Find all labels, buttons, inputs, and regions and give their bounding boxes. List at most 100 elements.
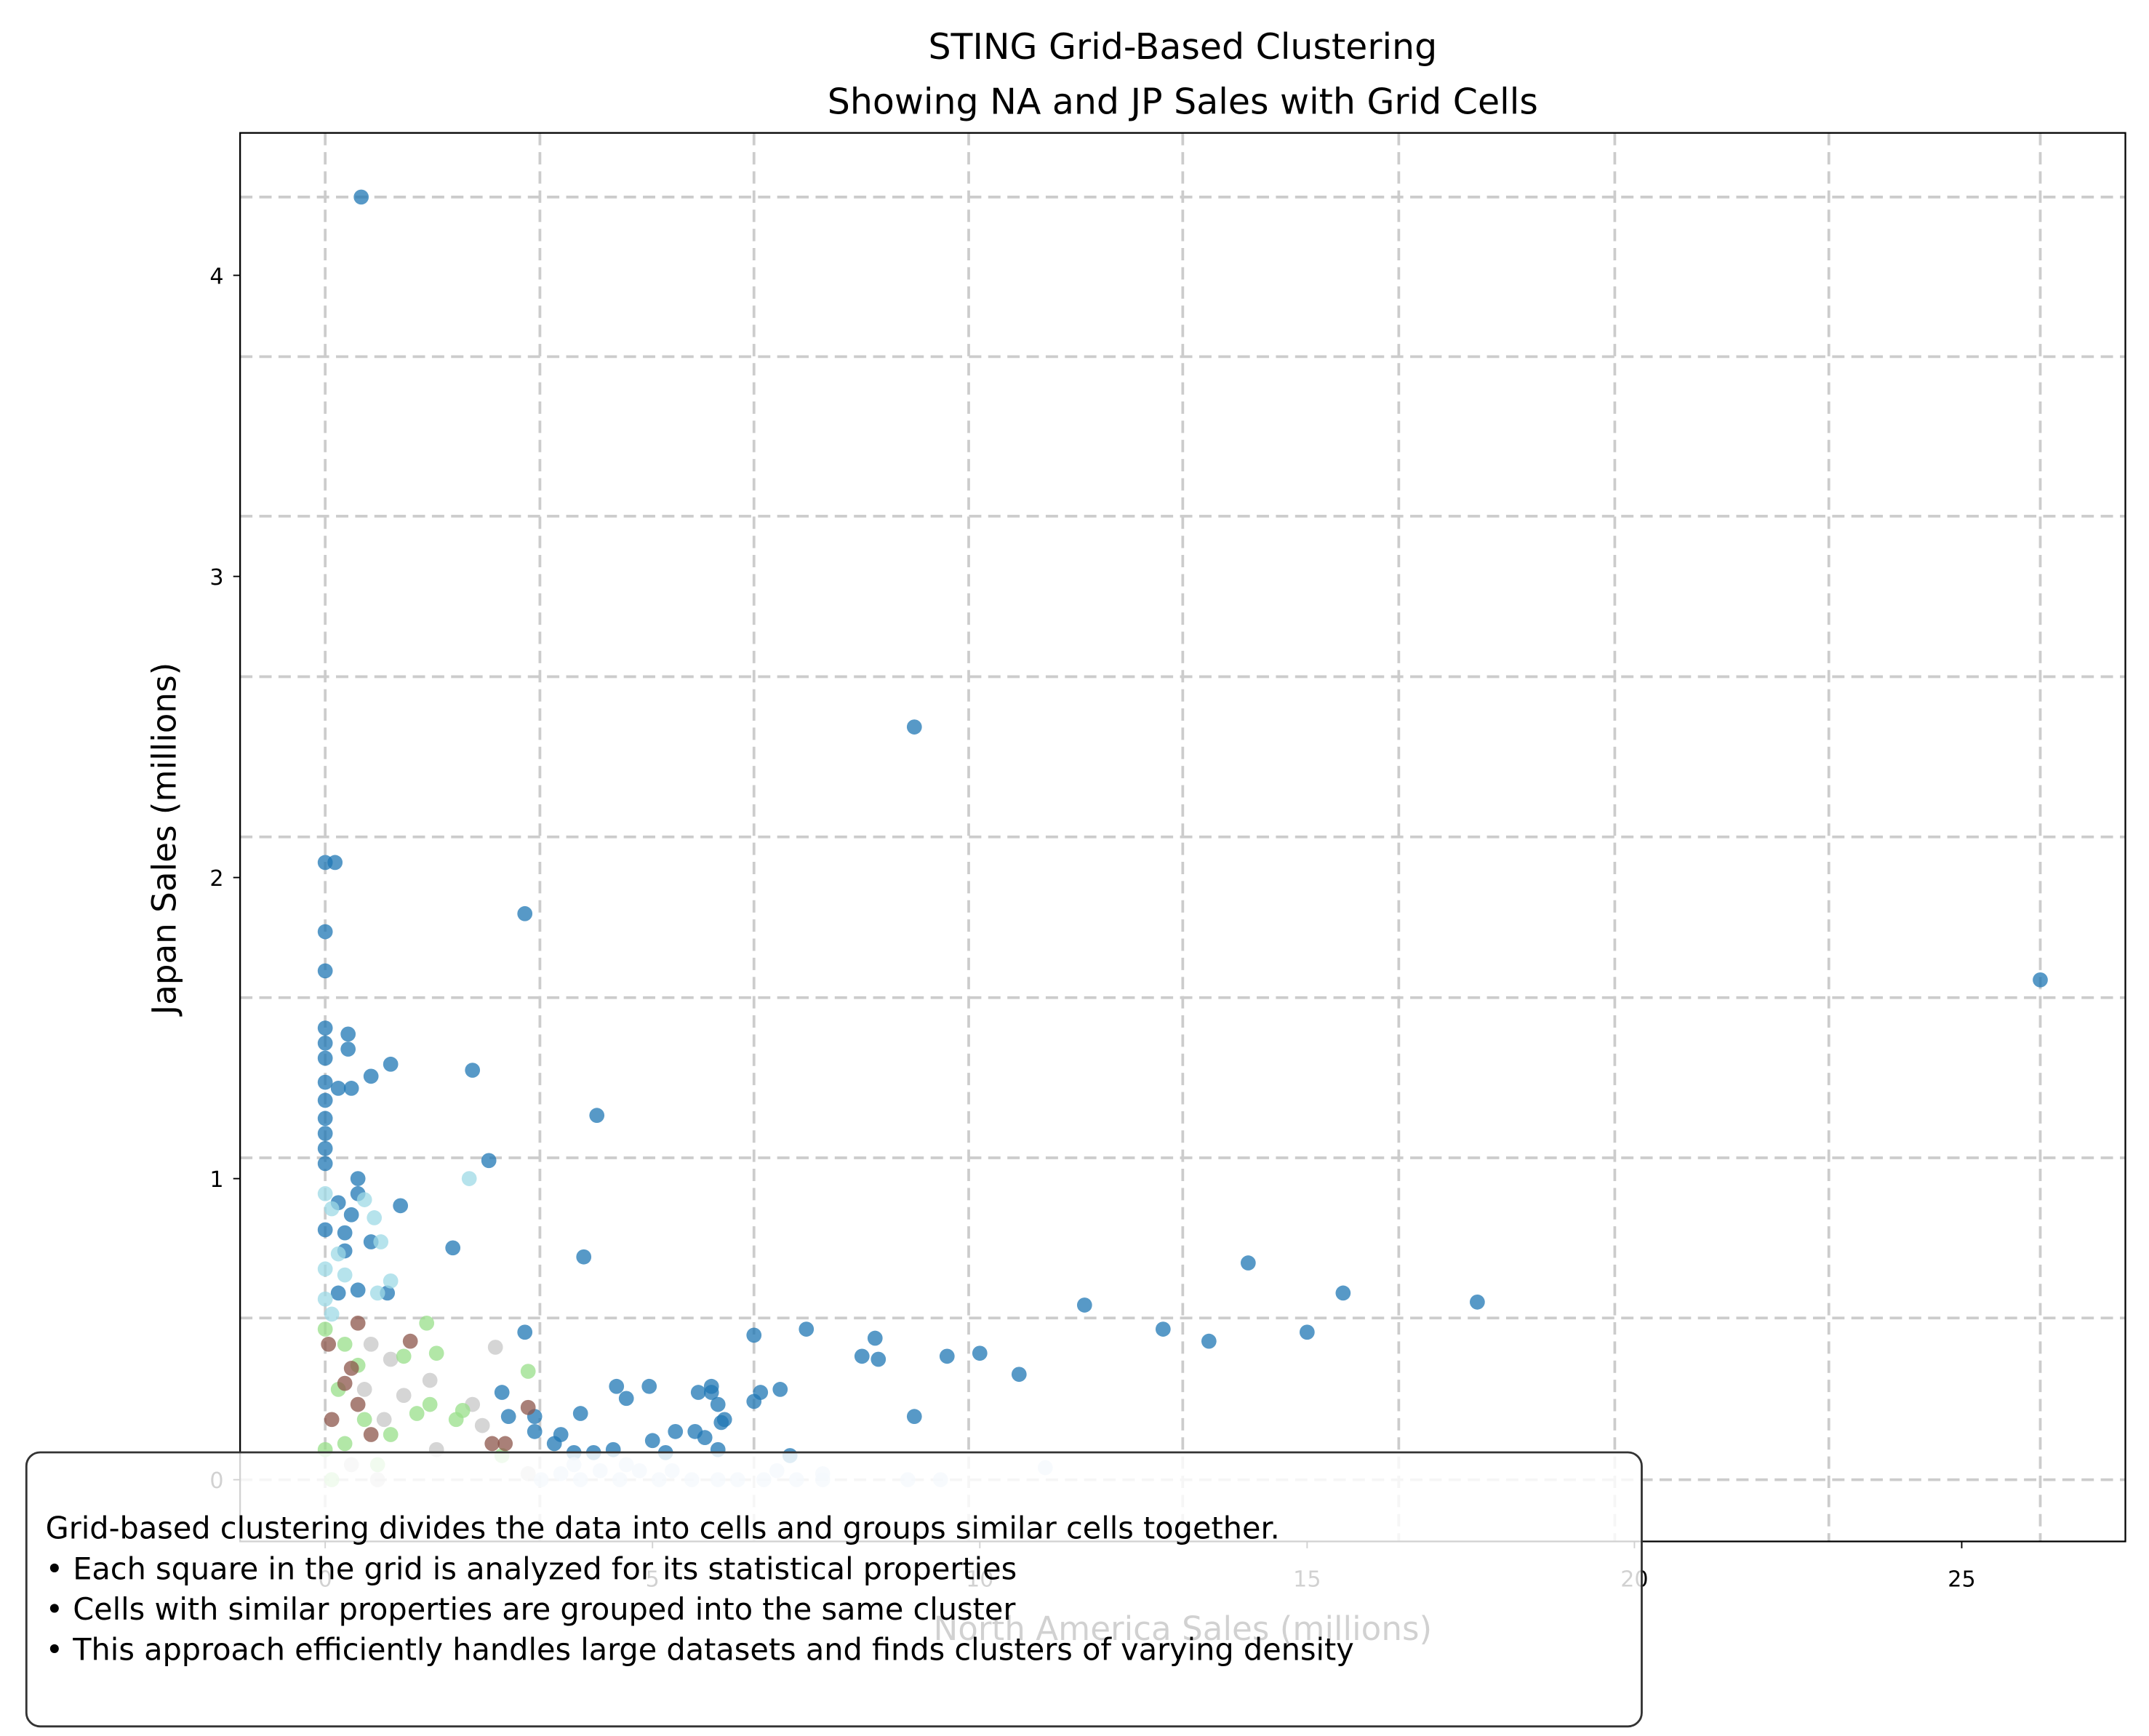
point — [317, 924, 333, 940]
point — [1201, 1333, 1217, 1349]
point — [369, 1285, 385, 1301]
point — [383, 1351, 399, 1367]
point — [589, 1108, 605, 1124]
point — [343, 1207, 359, 1223]
point — [317, 1321, 333, 1337]
point — [356, 1192, 372, 1207]
point — [327, 855, 343, 871]
point — [448, 1412, 464, 1428]
point — [422, 1372, 438, 1388]
point — [321, 1336, 337, 1352]
point — [376, 1412, 392, 1428]
point — [324, 1201, 340, 1217]
point — [409, 1406, 425, 1421]
point — [396, 1388, 412, 1404]
point — [383, 1273, 399, 1289]
point — [641, 1378, 657, 1394]
point — [330, 1246, 346, 1262]
point — [1299, 1324, 1315, 1340]
point — [337, 1267, 353, 1283]
point — [350, 1171, 366, 1186]
point — [772, 1382, 788, 1397]
point — [317, 1126, 333, 1141]
point — [609, 1378, 625, 1394]
point — [703, 1385, 719, 1400]
y-tick-label: 1 — [209, 1167, 223, 1193]
point — [356, 1412, 372, 1428]
point — [481, 1153, 497, 1169]
point — [340, 1026, 356, 1042]
point — [363, 1336, 379, 1352]
point — [396, 1348, 412, 1364]
annotation-box — [25, 1451, 1643, 1728]
point — [428, 1345, 444, 1361]
point — [906, 1409, 922, 1425]
point — [317, 1050, 333, 1066]
point — [746, 1393, 762, 1409]
point — [383, 1056, 399, 1072]
annotation-line: • Each square in the grid is analyzed fo… — [46, 1551, 1017, 1586]
point — [1076, 1297, 1092, 1313]
annotation-line: • This approach efficiently handles larg… — [46, 1632, 1354, 1667]
point — [317, 1261, 333, 1277]
point — [553, 1427, 569, 1442]
point — [317, 963, 333, 979]
point — [461, 1171, 477, 1186]
point — [2033, 972, 2048, 988]
point — [487, 1340, 503, 1355]
y-axis-label: Japan Sales (millions) — [145, 663, 184, 1017]
point — [484, 1436, 500, 1452]
point — [716, 1412, 732, 1428]
point — [465, 1063, 481, 1078]
point — [402, 1333, 418, 1349]
point — [363, 1427, 379, 1442]
point — [356, 1382, 372, 1397]
point — [474, 1417, 490, 1433]
point — [1240, 1255, 1256, 1271]
chart-title: STING Grid-Based Clustering — [928, 26, 1437, 68]
point — [527, 1424, 543, 1439]
point — [500, 1409, 516, 1425]
y-tick-label: 4 — [209, 264, 223, 289]
point — [618, 1391, 634, 1407]
annotation-line: Grid-based clustering divides the data i… — [46, 1511, 1280, 1546]
point — [353, 189, 369, 205]
point — [324, 1412, 340, 1428]
point — [422, 1396, 438, 1412]
point — [1470, 1294, 1485, 1310]
annotation-line: • Cells with similar properties are grou… — [46, 1592, 1017, 1627]
point — [445, 1240, 461, 1256]
point — [330, 1081, 346, 1096]
point — [799, 1321, 815, 1337]
point — [330, 1285, 346, 1301]
point — [350, 1282, 366, 1298]
point — [854, 1348, 870, 1364]
point — [497, 1436, 513, 1452]
point — [373, 1234, 389, 1249]
point — [317, 1222, 333, 1238]
point — [340, 1041, 356, 1057]
point — [337, 1336, 353, 1352]
point — [363, 1068, 379, 1084]
point — [393, 1198, 409, 1214]
point — [317, 1111, 333, 1127]
point — [343, 1361, 359, 1376]
point — [317, 1140, 333, 1156]
point — [317, 1074, 333, 1090]
point — [710, 1396, 726, 1412]
point — [317, 1035, 333, 1051]
point — [317, 1185, 333, 1201]
point — [572, 1406, 588, 1421]
point — [494, 1385, 510, 1400]
point — [690, 1385, 706, 1400]
point — [343, 1081, 359, 1096]
point — [697, 1430, 713, 1446]
point — [906, 719, 922, 735]
point — [1155, 1321, 1171, 1337]
point — [939, 1348, 955, 1364]
point — [871, 1351, 887, 1367]
point — [1011, 1367, 1027, 1383]
point — [644, 1433, 660, 1449]
